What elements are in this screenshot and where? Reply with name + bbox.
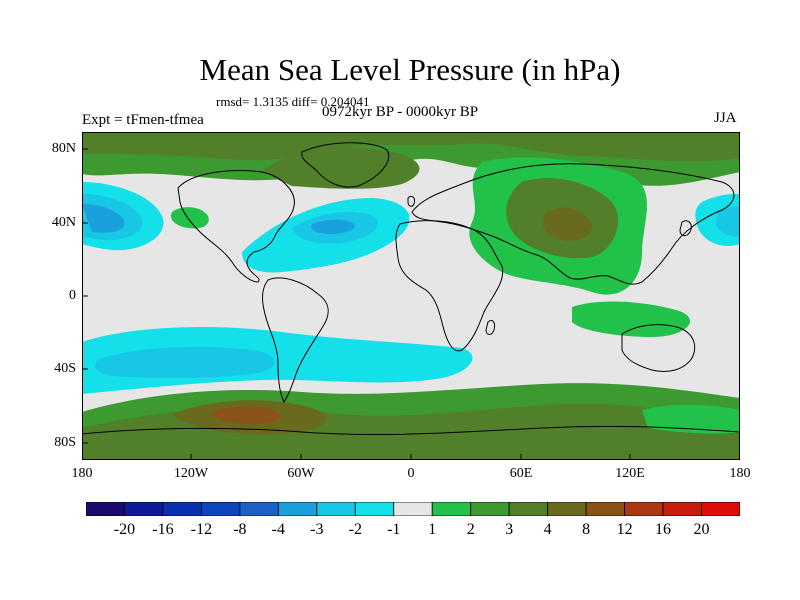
lon-label-120w: 120W xyxy=(173,466,209,481)
lon-label-60e: 60E xyxy=(509,466,533,481)
colorbar-label-10: 3 xyxy=(505,521,514,538)
colorbar-label-6: -2 xyxy=(348,521,362,538)
lon-label-0: 0 xyxy=(407,466,415,481)
coast-madagascar xyxy=(485,319,495,335)
chart-title: Mean Sea Level Pressure (in hPa) xyxy=(199,52,621,87)
season-label: JJA xyxy=(714,110,737,126)
colorbar-label-7: -1 xyxy=(387,521,401,538)
pressure-anomaly-map xyxy=(82,132,740,460)
colorbar-swatch-8 xyxy=(393,502,433,516)
coast-south-america xyxy=(262,277,329,403)
coast-japan xyxy=(679,220,692,237)
contour-greenland-olive xyxy=(262,147,420,189)
colorbar-label-9: 2 xyxy=(466,521,475,538)
lon-label-120e: 120E xyxy=(615,466,645,481)
colorbar-swatch-15 xyxy=(662,502,702,516)
stats-text: rmsd= 1.3135 diff= 0.204041 xyxy=(216,94,370,109)
colorbar-label-2: -12 xyxy=(190,521,213,538)
colorbar xyxy=(86,502,740,516)
lat-label-40s: 40S xyxy=(54,361,76,376)
contour-south-pacific-blue xyxy=(94,346,275,378)
colorbar-swatch-2 xyxy=(162,502,202,516)
coast-greenland xyxy=(301,142,390,188)
contour-pacific-darkblue xyxy=(82,204,125,233)
colorbar-label-15: 20 xyxy=(693,521,710,538)
period-label: 0972kyr BP - 0000kyr BP xyxy=(322,104,479,120)
lon-label-60w: 60W xyxy=(287,466,315,481)
colorbar-swatch-6 xyxy=(316,502,356,516)
colorbar-swatch-16 xyxy=(701,502,740,516)
lon-label-180w: 180 xyxy=(71,466,93,481)
contour-southern-green-east xyxy=(642,404,740,434)
colorbar-label-0: -20 xyxy=(113,521,136,538)
colorbar-swatch-4 xyxy=(239,502,279,516)
colorbar-label-8: 1 xyxy=(428,521,437,538)
map-ticks xyxy=(82,148,631,460)
colorbar-label-13: 12 xyxy=(616,521,633,538)
colorbar-label-1: -16 xyxy=(152,521,174,538)
colorbar-label-11: 4 xyxy=(543,521,552,538)
contour-north-america-green xyxy=(170,207,209,229)
lon-label-180e: 180 xyxy=(729,466,751,481)
colorbar-swatch-9 xyxy=(431,502,472,516)
colorbar-label-5: -3 xyxy=(310,521,324,538)
colorbar-swatch-5 xyxy=(277,502,318,516)
coast-africa xyxy=(395,220,504,352)
lat-label-0: 0 xyxy=(69,288,76,303)
colorbar-label-14: 16 xyxy=(655,521,672,538)
colorbar-swatch-0 xyxy=(86,502,125,516)
coast-uk xyxy=(407,195,415,207)
colorbar-swatch-7 xyxy=(354,502,395,516)
contour-pacific-east-blue xyxy=(716,206,740,237)
colorbar-swatch-14 xyxy=(624,502,664,516)
coast-eurasia xyxy=(411,163,735,285)
colorbar-swatch-13 xyxy=(585,502,625,516)
contour-asia-brown xyxy=(542,207,593,242)
colorbar-swatch-3 xyxy=(201,502,241,516)
coast-australia xyxy=(621,324,696,372)
lat-label-80s: 80S xyxy=(54,435,76,450)
contour-southern-brown-core xyxy=(212,406,282,424)
contour-indian-ocean-green xyxy=(572,301,691,337)
colorbar-swatch-11 xyxy=(508,502,549,516)
lat-label-80n: 80N xyxy=(51,141,76,156)
colorbar-label-3: -8 xyxy=(233,521,247,538)
colorbar-label-4: -4 xyxy=(271,521,285,538)
colorbar-label-12: 8 xyxy=(582,521,591,538)
contour-arctic-olive xyxy=(82,132,740,162)
coast-north-america xyxy=(177,170,295,283)
coast-antarctica xyxy=(82,425,740,436)
colorbar-swatch-12 xyxy=(547,502,587,516)
colorbar-swatch-10 xyxy=(470,502,510,516)
colorbar-swatch-1 xyxy=(124,502,164,516)
coastlines xyxy=(82,142,740,436)
lat-label-40n: 40N xyxy=(51,215,76,230)
experiment-label: Expt = tFmen-tfmea xyxy=(82,112,204,128)
contour-atlantic-darkblue xyxy=(311,219,355,234)
